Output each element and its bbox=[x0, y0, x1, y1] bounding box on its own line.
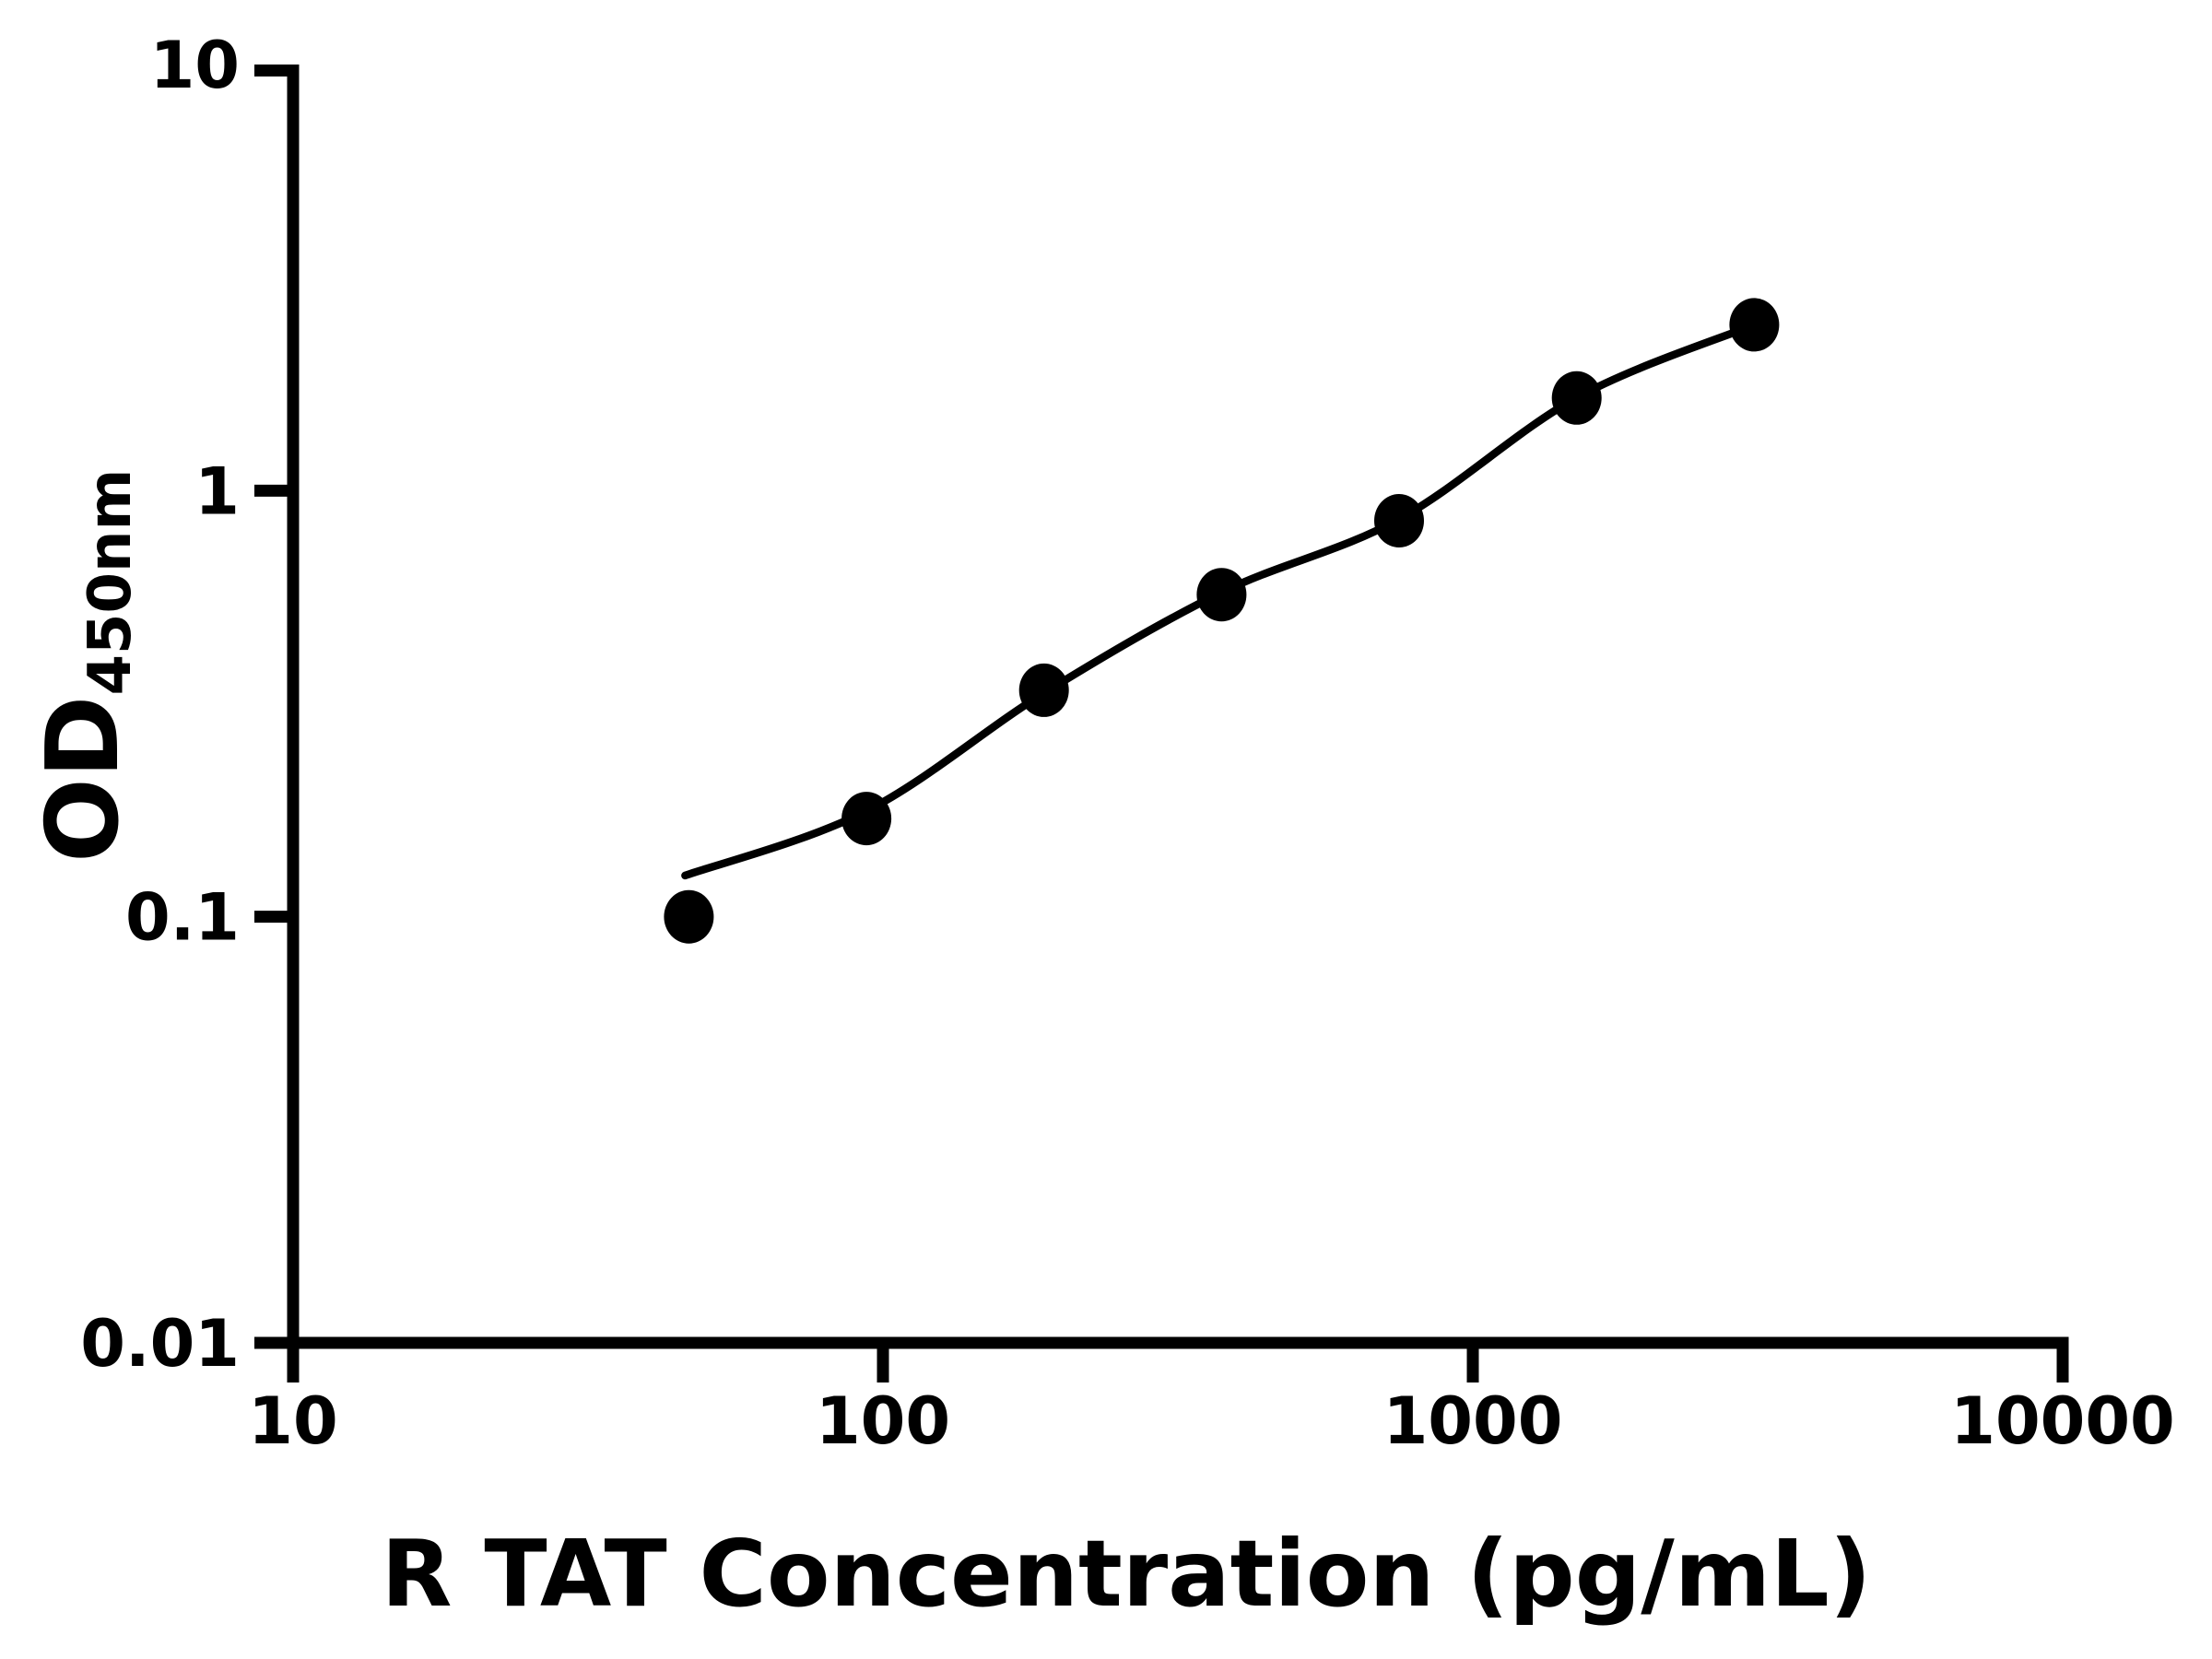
data-point bbox=[1196, 568, 1247, 622]
data-point bbox=[841, 792, 892, 846]
data-point bbox=[1374, 494, 1424, 547]
data-point bbox=[1729, 298, 1780, 352]
x-axis-title: R TAT Concentration (pg/mL) bbox=[382, 1520, 1872, 1628]
data-point bbox=[1018, 663, 1069, 717]
data-point bbox=[664, 889, 714, 944]
y-tick-label: 0.1 bbox=[125, 880, 240, 956]
data-point bbox=[1551, 371, 1602, 425]
x-tick-label: 10000 bbox=[1950, 1383, 2175, 1459]
x-tick-label: 1000 bbox=[1383, 1383, 1563, 1459]
x-tick-label: 10 bbox=[248, 1383, 337, 1459]
y-axis-title-main: OD bbox=[26, 696, 141, 863]
y-tick-label: 10 bbox=[150, 28, 240, 103]
y-axis-title-subscript: 450nm bbox=[76, 469, 145, 696]
x-tick-label: 100 bbox=[816, 1383, 950, 1459]
y-axis-title: OD450nm bbox=[26, 469, 145, 863]
y-tick-label: 1 bbox=[194, 453, 240, 529]
y-tick-label: 0.01 bbox=[80, 1306, 240, 1382]
plot-area: 10 100 1000 10000 10 1 0.1 0.01 bbox=[80, 28, 2174, 1459]
